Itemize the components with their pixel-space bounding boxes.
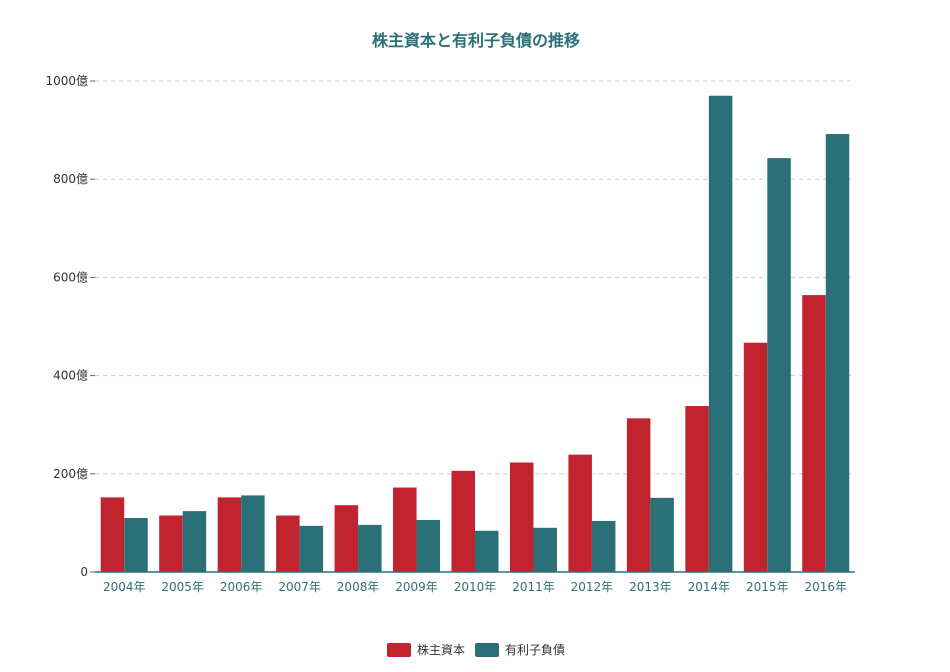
bar-shareholders-equity[interactable] [802, 295, 826, 572]
y-axis: 0 200億 400億 600億 800億 1000億 [45, 74, 95, 579]
y-tick-label: 0 [80, 565, 88, 579]
bar-interest-bearing-debt[interactable] [591, 520, 616, 572]
bar-interest-bearing-debt[interactable] [241, 495, 265, 572]
x-tick-label: 2011年 [512, 580, 555, 594]
bar-interest-bearing-debt[interactable] [825, 134, 850, 572]
y-tick-label: 800億 [53, 172, 88, 186]
bar-shareholders-equity[interactable] [217, 497, 242, 572]
bar-shareholders-equity[interactable] [743, 342, 768, 572]
bar-interest-bearing-debt[interactable] [767, 158, 791, 572]
grid-lines [95, 80, 855, 475]
x-tick-label: 2008年 [337, 580, 380, 594]
bar-shareholders-equity[interactable] [159, 515, 183, 572]
bar-interest-bearing-debt[interactable] [650, 497, 674, 572]
x-tick-label: 2015年 [746, 580, 789, 594]
bar-interest-bearing-debt[interactable] [358, 524, 382, 572]
bar-interest-bearing-debt[interactable] [416, 519, 441, 572]
x-tick-label: 2009年 [395, 580, 438, 594]
legend-label[interactable]: 株主資本 [417, 642, 465, 657]
bar-interest-bearing-debt[interactable] [708, 95, 733, 572]
x-tick-label: 2007年 [278, 580, 321, 594]
x-tick-label: 2006年 [220, 580, 263, 594]
bar-shareholders-equity[interactable] [451, 470, 476, 572]
bar-shareholders-equity[interactable] [626, 418, 651, 572]
y-tick-label: 1000億 [45, 74, 88, 88]
x-tick-label: 2013年 [629, 580, 672, 594]
bar-shareholders-equity[interactable] [100, 497, 125, 572]
legend-swatch[interactable] [387, 643, 411, 657]
legend[interactable]: 株主資本 有利子負債 [387, 642, 565, 657]
bar-shareholders-equity[interactable] [393, 487, 417, 572]
bar-interest-bearing-debt[interactable] [124, 517, 148, 572]
chart-title: 株主資本と有利子負債の推移 [372, 31, 580, 50]
bars [100, 95, 850, 572]
x-tick-label: 2012年 [571, 580, 614, 594]
x-tick-label: 2005年 [161, 580, 204, 594]
bar-interest-bearing-debt[interactable] [182, 511, 207, 572]
bar-shareholders-equity[interactable] [334, 505, 359, 572]
y-tick-label: 200億 [53, 467, 88, 481]
x-tick-label: 2010年 [454, 580, 497, 594]
legend-label[interactable]: 有利子負債 [505, 642, 565, 657]
x-tick-label: 2004年 [103, 580, 146, 594]
y-tick-label: 400億 [53, 369, 88, 383]
y-tick-label: 600億 [53, 270, 88, 284]
bar-shareholders-equity[interactable] [276, 515, 300, 572]
x-tick-label: 2016年 [804, 580, 847, 594]
legend-swatch[interactable] [475, 643, 499, 657]
bar-interest-bearing-debt[interactable] [299, 525, 324, 572]
x-axis: 2004年 2005年 2006年 2007年 2008年 2009年 2010年 2011年… [95, 571, 855, 594]
bar-shareholders-equity[interactable] [568, 454, 592, 572]
bar-shareholders-equity[interactable] [685, 406, 709, 572]
bar-interest-bearing-debt[interactable] [533, 527, 557, 572]
bar-shareholders-equity[interactable] [509, 462, 534, 572]
x-tick-label: 2014年 [688, 580, 731, 594]
bar-interest-bearing-debt[interactable] [475, 530, 499, 572]
